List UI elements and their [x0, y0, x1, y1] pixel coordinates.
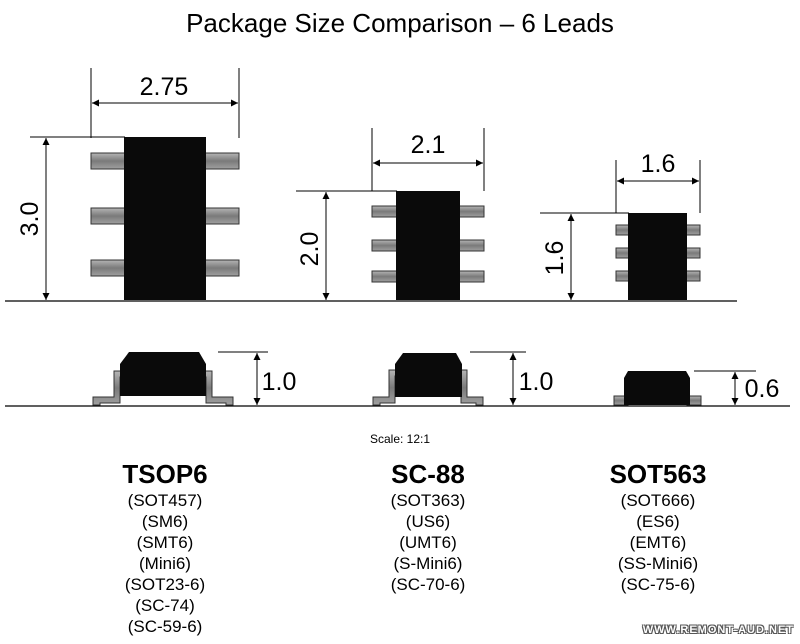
package-alias: (S-Mini6) [393, 554, 463, 573]
tsop6-side-view [92, 351, 268, 406]
package-alias: (EMT6) [629, 533, 687, 552]
lead [90, 259, 128, 277]
package-body [120, 352, 206, 396]
package-info-tsop6: TSOP6 (SOT457) (SM6) (SMT6) (Mini6) (SOT… [55, 458, 275, 637]
package-alias: (SOT666) [620, 491, 696, 510]
package-body [624, 371, 690, 405]
package-alias: (SC-59-6) [127, 617, 203, 636]
tsop6-length-label: 3.0 [16, 202, 44, 237]
lead [371, 239, 401, 252]
lead [371, 270, 401, 283]
watermark: WWW.REMONT-AUD.NET [642, 624, 794, 636]
sot563-width-label: 1.6 [641, 150, 676, 178]
package-diagram: 2.75 3.0 2.1 2.0 1.6 1.6 [5, 68, 790, 407]
package-name: TSOP6 [122, 459, 208, 489]
package-body [396, 191, 460, 300]
tsop6-height-label: 1.0 [262, 368, 297, 396]
lead [455, 239, 485, 252]
package-alias: (Mini6) [139, 554, 191, 573]
package-name: SOT563 [609, 459, 707, 489]
package-alias: (SM6) [141, 512, 189, 531]
lead [202, 152, 240, 170]
sc88-width-label: 2.1 [411, 131, 446, 159]
lead [455, 205, 485, 218]
package-alias: (SOT23-6) [124, 575, 206, 594]
package-alias: (SMT6) [136, 533, 194, 552]
sot563-length-label: 1.6 [541, 241, 569, 276]
sc88-length-label: 2.0 [296, 232, 324, 267]
lead [202, 259, 240, 277]
package-alias: (UMT6) [399, 533, 457, 552]
package-alias: (SC-74) [135, 596, 195, 615]
package-info-sot563: SOT563 (SOT666) (ES6) (EMT6) (SS-Mini6) … [548, 458, 768, 595]
lead [371, 205, 401, 218]
lead [90, 152, 128, 170]
tsop6-width-label: 2.75 [140, 73, 189, 101]
lead [90, 207, 128, 225]
package-alias: (SC-75-6) [620, 575, 696, 594]
package-alias: (ES6) [636, 512, 680, 531]
sc88-side-view [372, 351, 526, 406]
lead [455, 270, 485, 283]
sc88-height-label: 1.0 [519, 368, 554, 396]
sc88-top-view [296, 128, 485, 300]
diagram-title: Package Size Comparison – 6 Leads [186, 8, 614, 38]
package-body [628, 213, 687, 300]
package-alias: (SC-70-6) [390, 575, 466, 594]
package-info-sc88: SC-88 (SOT363) (US6) (UMT6) (S-Mini6) (S… [318, 458, 538, 595]
sot563-side-view [613, 370, 756, 406]
sot563-top-view [540, 160, 701, 300]
package-alias: (SOT363) [390, 491, 466, 510]
package-alias: (US6) [405, 512, 451, 531]
package-name: SC-88 [391, 459, 465, 489]
tsop6-top-view [30, 68, 240, 300]
package-body [395, 353, 462, 397]
package-alias: (SS-Mini6) [617, 554, 699, 573]
package-alias: (SOT457) [127, 491, 203, 510]
lead [202, 207, 240, 225]
package-body [124, 137, 206, 300]
sot563-height-label: 0.6 [745, 375, 780, 403]
scale-label: Scale: 12:1 [369, 432, 431, 446]
